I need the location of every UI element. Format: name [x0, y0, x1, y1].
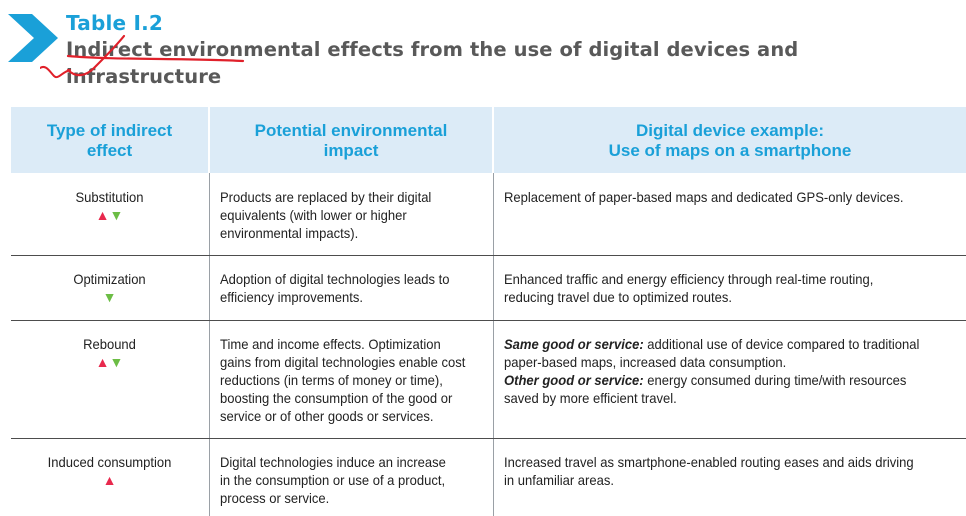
table-title-line-1: Indirect environmental effects from the … [66, 38, 799, 61]
impact-cell: Digital technologies induce an increase … [220, 453, 446, 507]
effect-type: Induced consumption [47, 454, 172, 470]
example-text: energy consumed during time/with resourc… [643, 372, 907, 388]
triangle-down-icon: ▼ [109, 207, 124, 223]
header-impact-line-2: impact [323, 141, 379, 160]
example-cell: Same good or service: additional use of … [504, 335, 919, 407]
example-text: in unfamiliar areas. [504, 472, 615, 488]
row-divider [11, 320, 966, 321]
row-divider [11, 255, 966, 256]
table-row-induced-consumption: Induced consumption ▲ [11, 453, 208, 488]
impact-text: Time and income effects. Optimization [220, 336, 441, 352]
table-row-substitution: Substitution ▲▼ [11, 188, 208, 223]
row-divider [11, 438, 966, 439]
impact-cell: Products are replaced by their digital e… [220, 188, 431, 242]
header-type-line-1: Type of indirect [46, 121, 173, 140]
example-text: Enhanced traffic and energy efficiency t… [504, 271, 874, 287]
triangle-up-icon: ▲ [95, 354, 110, 370]
table-row-rebound: Rebound ▲▼ [11, 335, 208, 370]
impact-cell: Time and income effects. Optimization ga… [220, 335, 465, 425]
header-impact: Potential environmental impact [210, 107, 492, 173]
impact-text: gains from digital technologies enable c… [220, 354, 466, 370]
example-text: reducing travel due to optimized routes. [504, 289, 732, 305]
header-type: Type of indirect effect [11, 107, 208, 173]
header-type-line-2: effect [86, 141, 133, 160]
example-label: Same good or service: [504, 336, 644, 352]
example-label: Other good or service: [504, 372, 644, 388]
impact-text: environmental impacts). [220, 225, 359, 241]
impact-text: Digital technologies induce an increase [220, 454, 446, 470]
impact-text: Adoption of digital technologies leads t… [220, 271, 450, 287]
impact-text: process or service. [220, 490, 330, 506]
triangle-up-icon: ▲ [95, 207, 110, 223]
column-divider [493, 173, 494, 516]
effect-type: Substitution [75, 189, 144, 205]
impact-text: Products are replaced by their digital [220, 189, 432, 205]
header-example-line-1: Digital device example: [635, 121, 825, 140]
impact-cell: Adoption of digital technologies leads t… [220, 270, 449, 306]
header-impact-line-1: Potential environmental [254, 121, 448, 140]
table-label: Table I.2 [66, 11, 164, 35]
column-divider [209, 173, 210, 516]
example-cell: Enhanced traffic and energy efficiency t… [504, 270, 873, 306]
header-example: Digital device example: Use of maps on a… [494, 107, 966, 173]
impact-text: service or of other goods or services. [220, 408, 434, 424]
example-cell: Replacement of paper-based maps and dedi… [504, 188, 904, 206]
impact-text: in the consumption or use of a product, [220, 472, 446, 488]
example-text: Replacement of paper-based maps and dedi… [504, 189, 904, 205]
example-text: saved by more efficient travel. [504, 390, 677, 406]
table-title-line-2: infrastructure [66, 65, 222, 88]
effect-type: Optimization [73, 271, 146, 287]
effect-type: Rebound [83, 336, 136, 352]
impact-text: boosting the consumption of the good or [220, 390, 453, 406]
example-text: additional use of device compared to tra… [643, 336, 920, 352]
triangle-down-icon: ▼ [109, 354, 124, 370]
chevron-right-icon [8, 14, 58, 62]
example-text: paper-based maps, increased data consump… [504, 354, 787, 370]
impact-text: equivalents (with lower or higher [220, 207, 407, 223]
example-cell: Increased travel as smartphone-enabled r… [504, 453, 914, 489]
impact-text: reductions (in terms of money or time), [220, 372, 443, 388]
example-text: Increased travel as smartphone-enabled r… [504, 454, 914, 470]
triangle-up-icon: ▲ [102, 472, 117, 488]
triangle-down-icon: ▼ [102, 289, 117, 305]
table-row-optimization: Optimization ▼ [11, 270, 208, 305]
header-example-line-2: Use of maps on a smartphone [608, 141, 852, 160]
impact-text: efficiency improvements. [220, 289, 364, 305]
